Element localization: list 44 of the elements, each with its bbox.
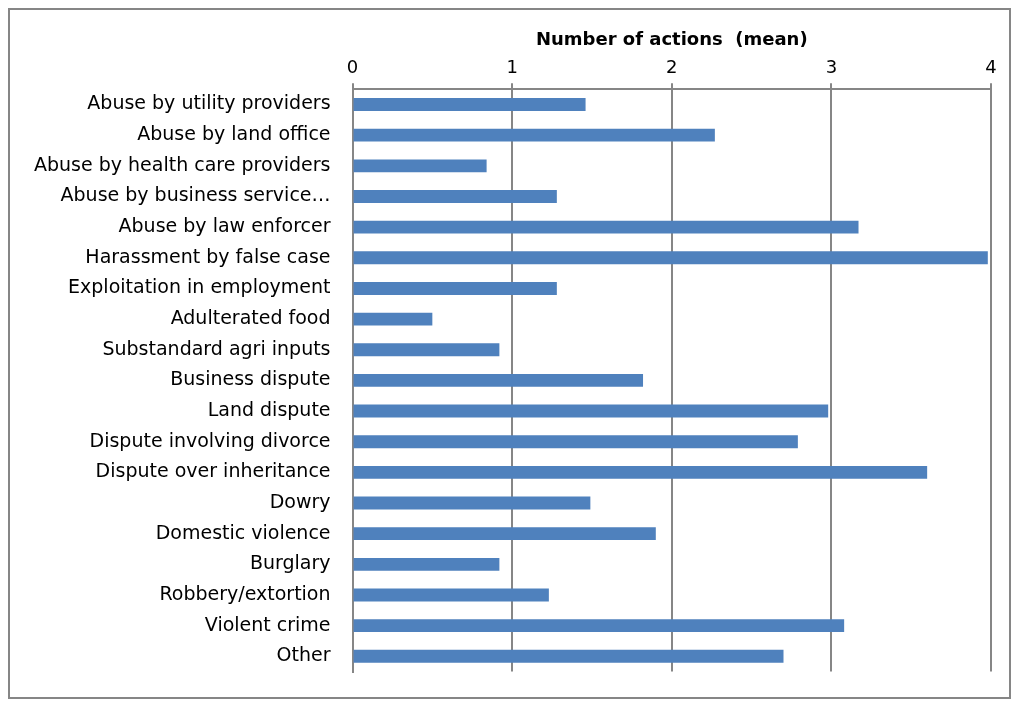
bar [353, 251, 988, 265]
y-tick-label: Other [276, 643, 331, 666]
x-tick-label: 2 [666, 56, 678, 78]
bar [353, 496, 591, 510]
y-tick-label: Adulterated food [170, 306, 331, 329]
y-tick-label: Abuse by land office [137, 122, 331, 145]
bar [353, 465, 928, 479]
y-tick-label: Dispute over inheritance [95, 459, 331, 482]
bar [353, 190, 557, 203]
bar [353, 128, 715, 142]
y-tick-label: Violent crime [204, 612, 331, 635]
bar [353, 282, 557, 295]
y-tick-label: Burglary [249, 551, 331, 574]
bar [353, 435, 798, 449]
bar [353, 619, 845, 633]
bar [353, 220, 859, 234]
bar [353, 159, 487, 173]
x-tick-label: 4 [985, 56, 997, 78]
y-tick-label: Robbery/extortion [159, 581, 331, 604]
y-tick-label: Land dispute [207, 397, 331, 420]
y-tick-label: Abuse by utility providers [87, 91, 331, 114]
bar [353, 343, 500, 357]
y-tick-label: Dowry [269, 489, 331, 512]
x-tick-label: 0 [346, 56, 359, 78]
bar [353, 312, 433, 326]
y-tick-label: Dispute involving divorce [89, 428, 331, 451]
y-tick-label: Exploitation in employment [68, 275, 331, 298]
x-axis-title: Number of actions (mean) [535, 28, 808, 50]
y-tick-label: Abuse by business service… [60, 183, 331, 206]
bar [353, 588, 549, 602]
y-tick-label: Business dispute [170, 367, 331, 390]
y-tick-label: Harassment by false case [85, 244, 331, 267]
y-tick-label: Abuse by law enforcer [118, 214, 331, 237]
bar [353, 527, 656, 541]
y-tick-label: Domestic violence [155, 520, 331, 543]
bar [353, 98, 586, 111]
bar [353, 373, 644, 387]
bar [353, 649, 784, 663]
y-tick-label: Abuse by health care providers [33, 152, 331, 175]
bar [353, 557, 500, 571]
x-tick-label: 3 [825, 56, 838, 78]
x-tick-label: 1 [506, 56, 518, 78]
bar [353, 404, 829, 418]
y-tick-label: Substandard agri inputs [102, 336, 331, 359]
